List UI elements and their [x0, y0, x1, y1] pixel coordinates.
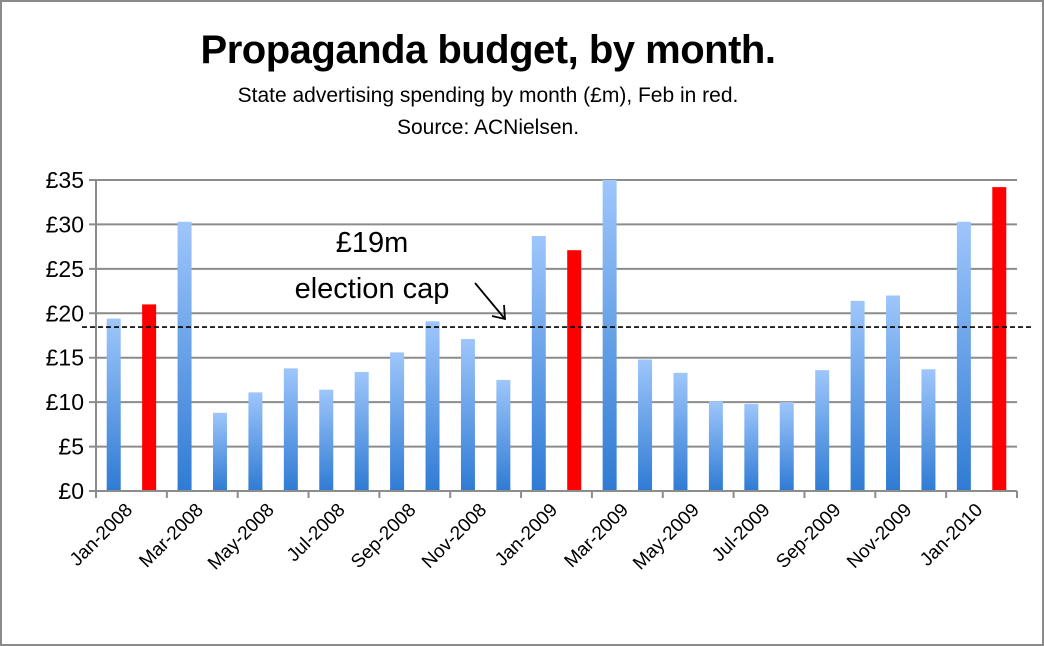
bar-highlight-feb-2008: [142, 304, 157, 491]
bar-nov-2008: [460, 339, 475, 491]
bar-jan-2008: [106, 318, 121, 491]
bar-sep-2008: [390, 352, 405, 491]
bar-apr-2008: [212, 412, 227, 491]
election-cap-reference: £19m election cap: [82, 227, 1032, 328]
y-tick-label: £20: [46, 300, 84, 326]
x-tick-label: Jul-2009: [708, 500, 774, 566]
y-tick-label: £30: [46, 211, 84, 237]
y-tick-label: £15: [46, 345, 84, 371]
y-tick-label: £10: [46, 389, 84, 415]
bar-dec-2009: [921, 369, 936, 491]
x-tick-label: Sep-2008: [347, 500, 420, 573]
bar-aug-2009: [779, 402, 794, 491]
x-tick-label: Jul-2008: [283, 500, 349, 566]
chart-source: Source: ACNielsen.: [396, 116, 580, 139]
x-axis: [89, 490, 1018, 498]
x-tick-label: Mar-2009: [561, 500, 633, 572]
bars: [106, 180, 1007, 491]
x-tick-label: May-2008: [204, 500, 279, 575]
bar-oct-2009: [850, 300, 865, 491]
bar-nov-2009: [886, 295, 901, 491]
bar-jul-2008: [319, 389, 334, 491]
bar-apr-2009: [638, 359, 653, 491]
y-axis-ticks: £0 £5 £10 £15 £20 £25 £30 £35: [46, 167, 84, 504]
x-tick-label: Jan-2008: [66, 500, 137, 571]
bar-aug-2008: [354, 371, 369, 491]
y-tick-label: £0: [58, 478, 84, 504]
gridlines: [89, 179, 1017, 498]
x-tick-label: Jan-2009: [491, 500, 562, 571]
bar-highlight-feb-2010: [992, 187, 1007, 491]
y-tick-label: £5: [58, 434, 84, 460]
bar-may-2009: [673, 372, 688, 491]
arrow-icon: [474, 282, 506, 321]
bar-jan-2010: [956, 221, 971, 491]
chart-title: Propaganda budget, by month.: [200, 28, 776, 72]
bar-mar-2009: [602, 180, 617, 491]
x-tick-label: Mar-2008: [135, 500, 207, 572]
y-tick-label: £25: [46, 256, 84, 282]
x-tick-label: Nov-2009: [843, 500, 916, 573]
chart-subtitle: State advertising spending by month (£m)…: [237, 84, 739, 107]
x-tick-label: Sep-2009: [772, 500, 845, 573]
x-tick-label: May-2009: [629, 500, 704, 575]
bar-may-2008: [248, 392, 263, 491]
election-cap-amount-label: £19m: [336, 227, 409, 259]
election-cap-text-label: election cap: [295, 273, 450, 305]
bar-jul-2009: [744, 403, 759, 491]
bar-highlight-feb-2009: [567, 250, 582, 491]
bar-mar-2008: [177, 221, 192, 491]
bar-jun-2008: [283, 368, 298, 491]
y-tick-label: £35: [46, 167, 84, 193]
bar-oct-2008: [425, 321, 440, 491]
bar-sep-2009: [815, 370, 830, 491]
bar-dec-2008: [496, 379, 511, 491]
bar-jun-2009: [708, 401, 723, 491]
x-tick-label: Jan-2010: [916, 500, 987, 571]
bar-jan-2009: [531, 235, 546, 491]
x-tick-label: Nov-2008: [418, 500, 491, 573]
